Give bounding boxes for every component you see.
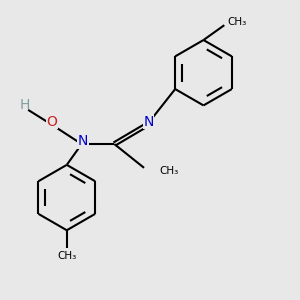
Text: N: N xyxy=(78,134,88,148)
Text: N: N xyxy=(143,115,154,129)
Text: H: H xyxy=(20,98,30,112)
Text: O: O xyxy=(46,115,57,129)
Text: CH₃: CH₃ xyxy=(227,17,247,27)
Text: CH₃: CH₃ xyxy=(159,166,178,176)
Text: CH₃: CH₃ xyxy=(57,251,76,261)
